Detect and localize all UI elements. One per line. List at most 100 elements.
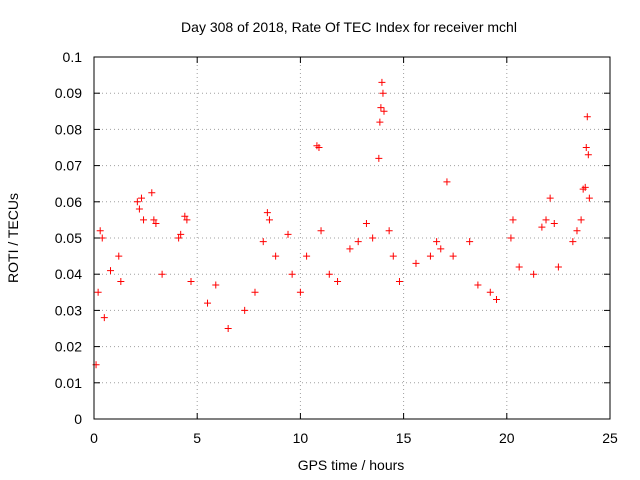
y-axis-ticks: 0 0.01 0.02 0.03 0.04 0.05 0.06 0.07 0.08 0.09 0.1 (55, 49, 610, 427)
y-tick-label: 0 (74, 411, 82, 427)
data-point (272, 252, 280, 260)
y-tick-label: 0.05 (55, 230, 82, 246)
data-point (251, 288, 259, 296)
data-point (385, 227, 393, 235)
data-point (263, 209, 271, 217)
data-point (137, 194, 145, 202)
data-point (140, 216, 148, 224)
data-point (449, 252, 457, 260)
y-tick-label: 0.01 (55, 375, 82, 391)
data-point (380, 107, 388, 115)
data-point (362, 220, 370, 228)
y-tick-label: 0.07 (55, 158, 82, 174)
data-point (375, 154, 383, 162)
data-point (426, 252, 434, 260)
data-point (585, 194, 593, 202)
y-tick-label: 0.04 (55, 266, 82, 282)
data-point (94, 288, 102, 296)
data-point (395, 277, 403, 285)
data-point (224, 325, 232, 332)
data-point (303, 252, 311, 260)
y-tick-label: 0.1 (63, 49, 83, 65)
grid-lines (94, 57, 610, 419)
data-point (158, 270, 166, 278)
data-point (107, 267, 115, 275)
data-point (584, 151, 592, 159)
y-tick-label: 0.09 (55, 85, 82, 101)
data-point (377, 104, 385, 112)
y-tick-label: 0.08 (55, 121, 82, 137)
data-point (507, 234, 515, 242)
y-tick-label: 0.02 (55, 339, 82, 355)
plot-frame (93, 56, 611, 420)
data-point (583, 113, 591, 121)
x-tick-label: 20 (499, 430, 515, 446)
data-point (148, 189, 156, 197)
data-point (325, 270, 333, 278)
x-axis-ticks: 0 5 10 15 20 25 (90, 57, 618, 446)
data-point (288, 270, 296, 278)
data-point (259, 238, 267, 246)
data-point (466, 238, 474, 246)
x-tick-label: 10 (293, 430, 309, 446)
data-point (573, 227, 581, 235)
y-tick-label: 0.06 (55, 194, 82, 210)
data-point (554, 263, 562, 271)
data-point (265, 216, 273, 224)
data-point (369, 234, 377, 242)
data-point (117, 277, 125, 285)
data-point (378, 78, 386, 86)
data-point (389, 252, 397, 260)
data-point (212, 281, 220, 289)
data-point (334, 277, 342, 285)
y-axis-label: ROTI / TECUs (5, 193, 21, 283)
chart-title: Day 308 of 2018, Rate Of TEC Index for r… (181, 19, 517, 35)
data-point (443, 178, 451, 186)
data-point (150, 216, 158, 224)
data-point (241, 306, 249, 314)
data-points (92, 78, 593, 369)
y-tick-label: 0.03 (55, 302, 82, 318)
data-point (569, 238, 577, 246)
data-point (204, 299, 212, 307)
data-point (187, 277, 195, 285)
data-point (582, 144, 590, 151)
x-axis-label: GPS time / hours (298, 457, 405, 473)
data-point (296, 288, 304, 296)
data-point (437, 245, 445, 253)
data-point (115, 252, 123, 260)
data-point (284, 230, 292, 238)
data-point (152, 220, 160, 228)
data-point (542, 216, 550, 224)
data-point (577, 216, 585, 224)
data-point (181, 212, 189, 220)
x-tick-label: 0 (90, 430, 98, 446)
data-point (135, 205, 143, 213)
data-point (530, 270, 538, 278)
data-point (433, 238, 441, 246)
data-point (315, 144, 323, 151)
data-point (96, 227, 104, 235)
x-tick-label: 15 (396, 430, 412, 446)
data-point (354, 238, 362, 246)
data-point (581, 183, 589, 191)
data-point (492, 296, 500, 304)
data-point (133, 198, 141, 206)
data-point (183, 216, 191, 224)
data-point (486, 288, 494, 296)
data-point (100, 314, 108, 322)
data-point (550, 220, 558, 228)
data-point (474, 281, 482, 289)
data-point (317, 227, 325, 235)
x-tick-label: 25 (602, 430, 618, 446)
data-point (177, 230, 185, 238)
data-point (515, 263, 523, 271)
data-point (538, 223, 546, 231)
data-point (546, 194, 554, 202)
data-point (509, 216, 517, 224)
data-point (412, 259, 420, 267)
data-point (346, 245, 354, 253)
data-point (376, 118, 384, 126)
data-point (379, 89, 387, 97)
